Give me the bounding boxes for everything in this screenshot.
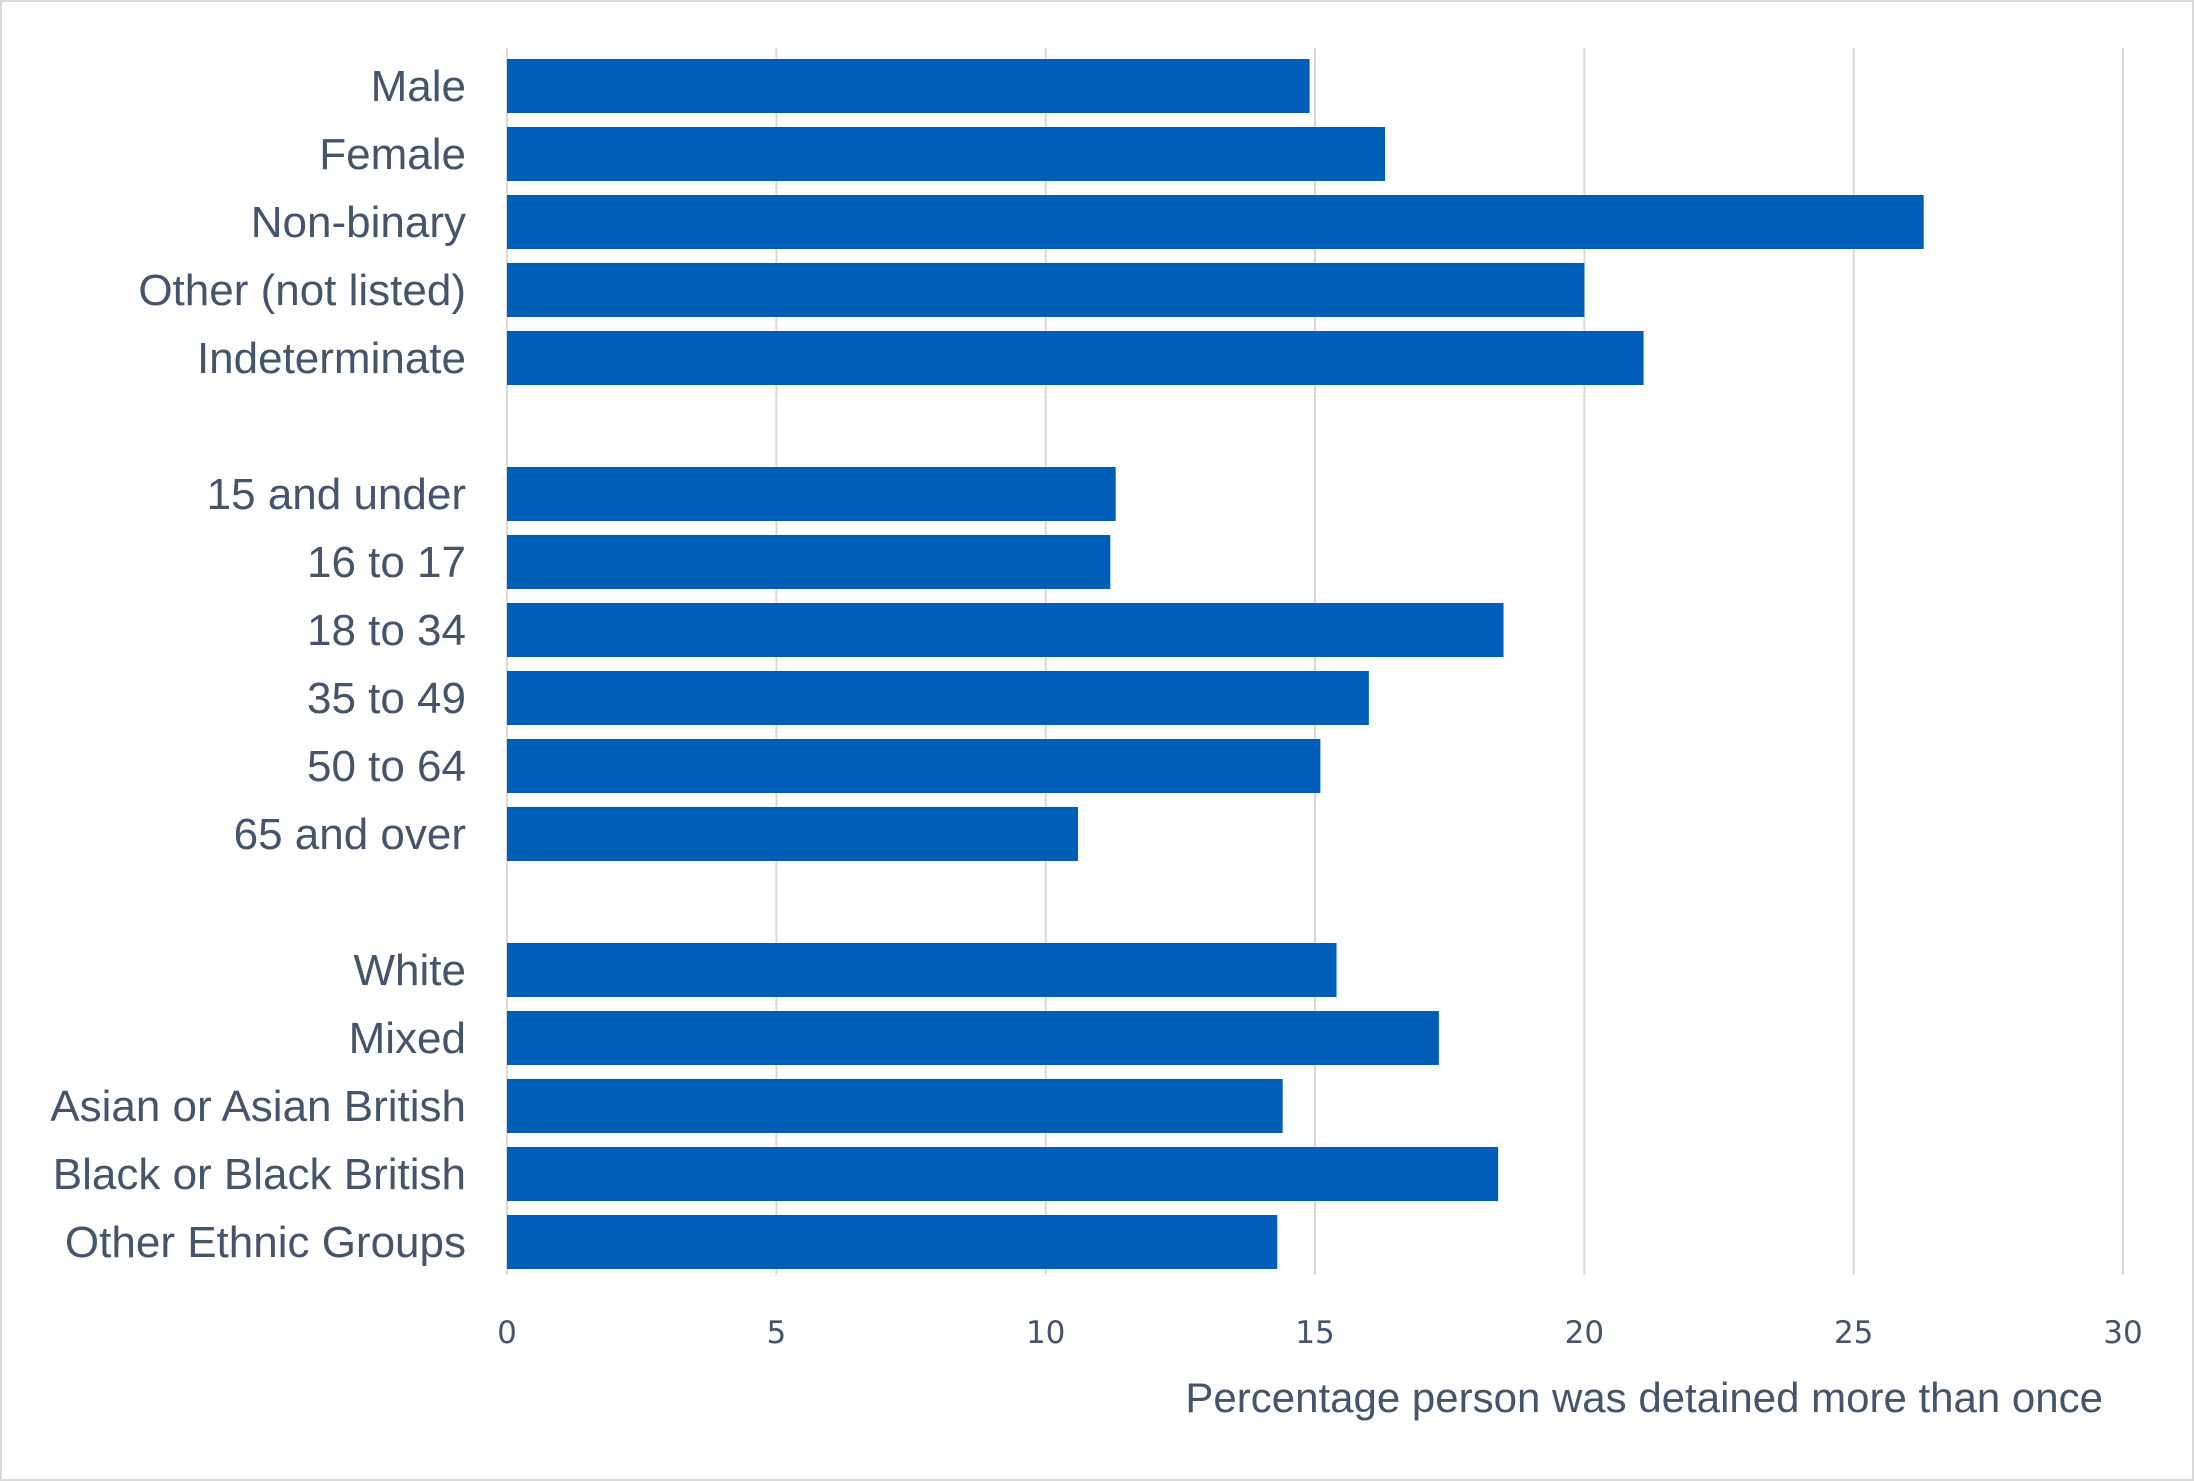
bar bbox=[507, 1215, 1278, 1269]
category-label: 35 to 49 bbox=[307, 674, 466, 723]
category-labels: Male Female Non-binary Other (not listed) In… bbox=[50, 62, 466, 1267]
category-label: Indeterminate bbox=[197, 334, 466, 383]
x-tick-label: 20 bbox=[1565, 1315, 1604, 1351]
category-label: 15 and under bbox=[207, 470, 466, 519]
bar bbox=[507, 467, 1116, 521]
category-label: 65 and over bbox=[234, 810, 466, 859]
bars bbox=[507, 59, 1924, 1269]
x-tick-label: 15 bbox=[1295, 1315, 1334, 1351]
x-tick-label: 10 bbox=[1026, 1315, 1065, 1351]
x-axis-title: Percentage person was detained more than… bbox=[1185, 1374, 2103, 1421]
x-tick-labels: 0 5 10 15 20 25 30 bbox=[497, 1315, 2143, 1351]
bar bbox=[507, 535, 1111, 589]
x-tick-label: 25 bbox=[1834, 1315, 1873, 1351]
gridlines bbox=[506, 48, 2124, 1275]
category-label: Other (not listed) bbox=[138, 266, 466, 315]
x-tick-label: 30 bbox=[2103, 1315, 2142, 1351]
bar bbox=[507, 59, 1310, 113]
x-tick-label: 0 bbox=[497, 1315, 517, 1351]
bar bbox=[507, 739, 1321, 793]
category-label: Asian or Asian British bbox=[50, 1082, 466, 1131]
bar bbox=[507, 263, 1585, 317]
bar bbox=[507, 1079, 1283, 1133]
bar bbox=[507, 1147, 1499, 1201]
bar bbox=[507, 195, 1924, 249]
bar bbox=[507, 807, 1078, 861]
bar bbox=[507, 331, 1644, 385]
category-label: Black or Black British bbox=[53, 1150, 466, 1199]
category-label: Mixed bbox=[349, 1014, 466, 1063]
bar bbox=[507, 671, 1369, 725]
x-tick-label: 5 bbox=[766, 1315, 786, 1351]
bar bbox=[507, 603, 1504, 657]
category-label: Non-binary bbox=[251, 198, 466, 247]
category-label: Female bbox=[319, 130, 466, 179]
category-label: Male bbox=[371, 62, 466, 111]
category-label: White bbox=[354, 946, 466, 995]
category-label: Other Ethnic Groups bbox=[65, 1218, 466, 1267]
category-label: 16 to 17 bbox=[307, 538, 466, 587]
category-label: 50 to 64 bbox=[307, 742, 466, 791]
category-label: 18 to 34 bbox=[307, 606, 466, 655]
bar bbox=[507, 1011, 1439, 1065]
bar bbox=[507, 127, 1386, 181]
bar bbox=[507, 943, 1337, 997]
